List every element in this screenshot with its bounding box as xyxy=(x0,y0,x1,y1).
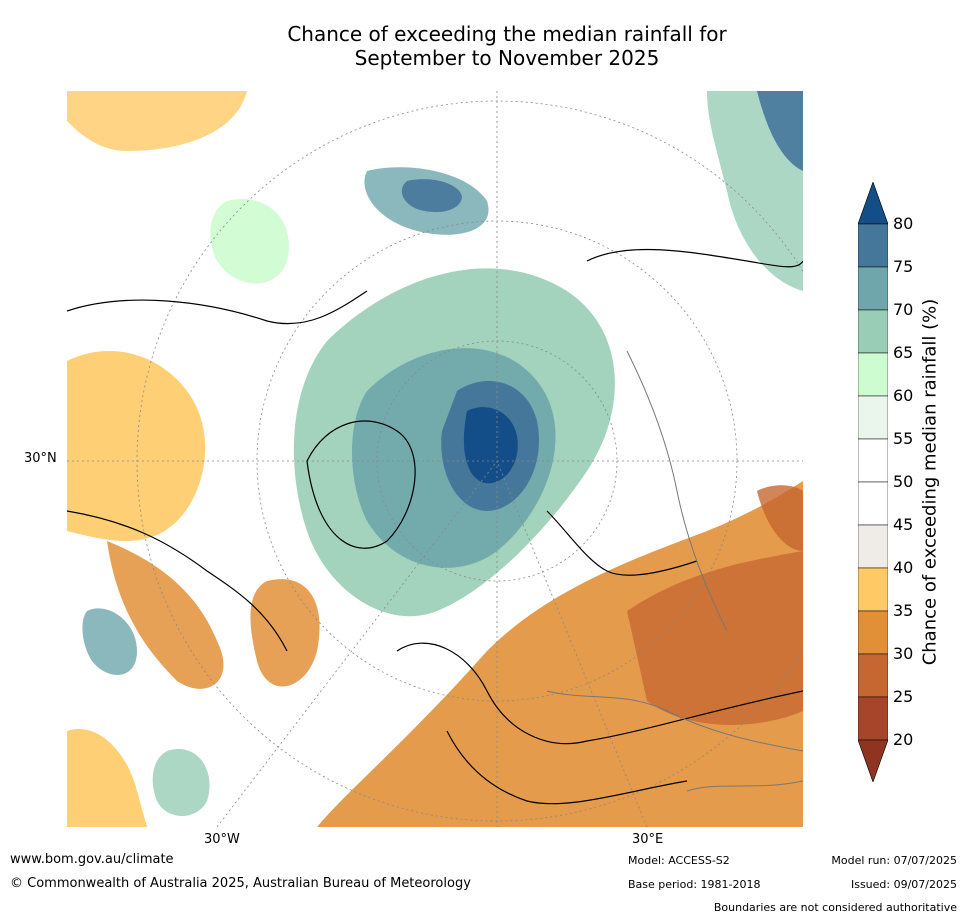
colorbar-tick-label: 80 xyxy=(893,214,914,233)
colorbar-tick-label: 65 xyxy=(893,343,914,362)
graticule xyxy=(67,91,803,827)
colorbar-tick-label: 20 xyxy=(893,730,914,749)
colorbar-tick-label: 35 xyxy=(893,601,914,620)
colorbar-extend-high xyxy=(857,181,889,225)
longitude-label-30e: 30°E xyxy=(632,832,664,847)
colorbar-segment xyxy=(857,610,889,655)
disclaimer-text: Boundaries are not considered authoritat… xyxy=(713,901,957,914)
title-line-2: September to November 2025 xyxy=(354,46,660,70)
colorbar-segment xyxy=(857,266,889,311)
chart-title: Chance of exceeding the median rainfall … xyxy=(0,22,965,70)
above-median-regions xyxy=(82,91,803,816)
country-borders xyxy=(546,350,803,792)
colorbar-label: Chance of exceeding median rainfall (%) xyxy=(919,298,941,666)
copyright-text: © Commonwealth of Australia 2025, Austra… xyxy=(10,876,471,891)
longitude-label-30w: 30°W xyxy=(204,832,240,847)
colorbar-svg xyxy=(857,181,889,783)
colorbar-segment xyxy=(857,653,889,698)
latitude-label-30n: 30°N xyxy=(24,451,57,466)
base-period-text: Base period: 1981-2018 xyxy=(628,878,761,891)
coastlines xyxy=(67,248,803,805)
colorbar-segment xyxy=(857,395,889,440)
issued-text: Issued: 09/07/2025 xyxy=(850,878,957,891)
map-canvas xyxy=(67,91,803,827)
colorbar-segment xyxy=(857,696,889,741)
rainfall-map xyxy=(67,91,803,827)
colorbar-tick-label: 45 xyxy=(893,515,914,534)
colorbar-extend-low xyxy=(857,739,889,783)
colorbar-tick-label: 25 xyxy=(893,687,914,706)
colorbar-tick-label: 55 xyxy=(893,429,914,448)
colorbar-segment xyxy=(857,223,889,268)
model-text: Model: ACCESS-S2 xyxy=(628,854,730,867)
colorbar-segment xyxy=(857,481,889,526)
colorbar-tick-label: 70 xyxy=(893,300,914,319)
colorbar-tick-label: 40 xyxy=(893,558,914,577)
colorbar xyxy=(857,181,889,783)
colorbar-segment xyxy=(857,567,889,612)
colorbar-segment xyxy=(857,309,889,354)
model-run-text: Model run: 07/07/2025 xyxy=(831,854,957,867)
title-line-1: Chance of exceeding the median rainfall … xyxy=(287,22,727,46)
colorbar-segment xyxy=(857,524,889,569)
website-text: www.bom.gov.au/climate xyxy=(10,852,174,867)
colorbar-tick-label: 50 xyxy=(893,472,914,491)
colorbar-tick-label: 75 xyxy=(893,257,914,276)
colorbar-tick-label: 60 xyxy=(893,386,914,405)
colorbar-segment xyxy=(857,438,889,483)
colorbar-segment xyxy=(857,352,889,397)
below-median-regions xyxy=(67,91,803,827)
colorbar-tick-label: 30 xyxy=(893,644,914,663)
